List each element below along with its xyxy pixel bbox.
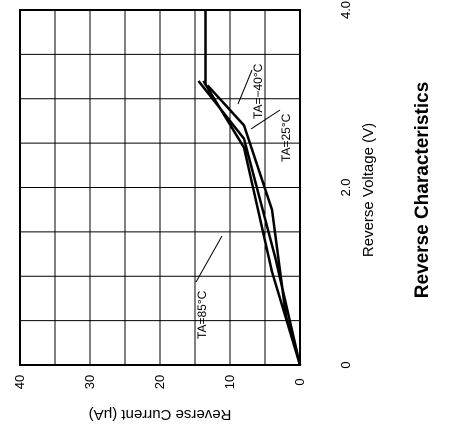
series-line-2 (197, 80, 302, 366)
chart-title: Reverse Characteristics (412, 82, 433, 299)
x-tick-label: 2.0 (338, 178, 353, 196)
leader-ta-25 (250, 109, 281, 130)
annotation-ta-85: TA=85°C (195, 290, 209, 339)
x-axis-label: Reverse Voltage (V) (360, 123, 377, 257)
x-tick-label: 4.0 (338, 1, 353, 19)
x-tick-label: 0 (338, 361, 353, 368)
gridlines (20, 10, 300, 365)
y-axis-label: Reverse Current (μA) (89, 406, 232, 423)
annotation-ta-minus40: TA=−40°C (251, 63, 265, 119)
y-tick-label: 0 (292, 378, 307, 385)
y-tick-label: 40 (12, 375, 27, 389)
annotation-ta-25: TA=25°C (279, 113, 293, 162)
annotation-leaders (195, 69, 281, 283)
y-tick-label: 10 (222, 375, 237, 389)
tick-labels: 0 10 20 30 40 0 2.0 4.0 (12, 1, 353, 389)
curve-group (197, 10, 302, 366)
leader-ta-85 (195, 235, 223, 283)
y-tick-label: 30 (82, 375, 97, 389)
y-tick-label: 20 (152, 375, 167, 389)
leader-ta-minus40 (237, 69, 253, 105)
